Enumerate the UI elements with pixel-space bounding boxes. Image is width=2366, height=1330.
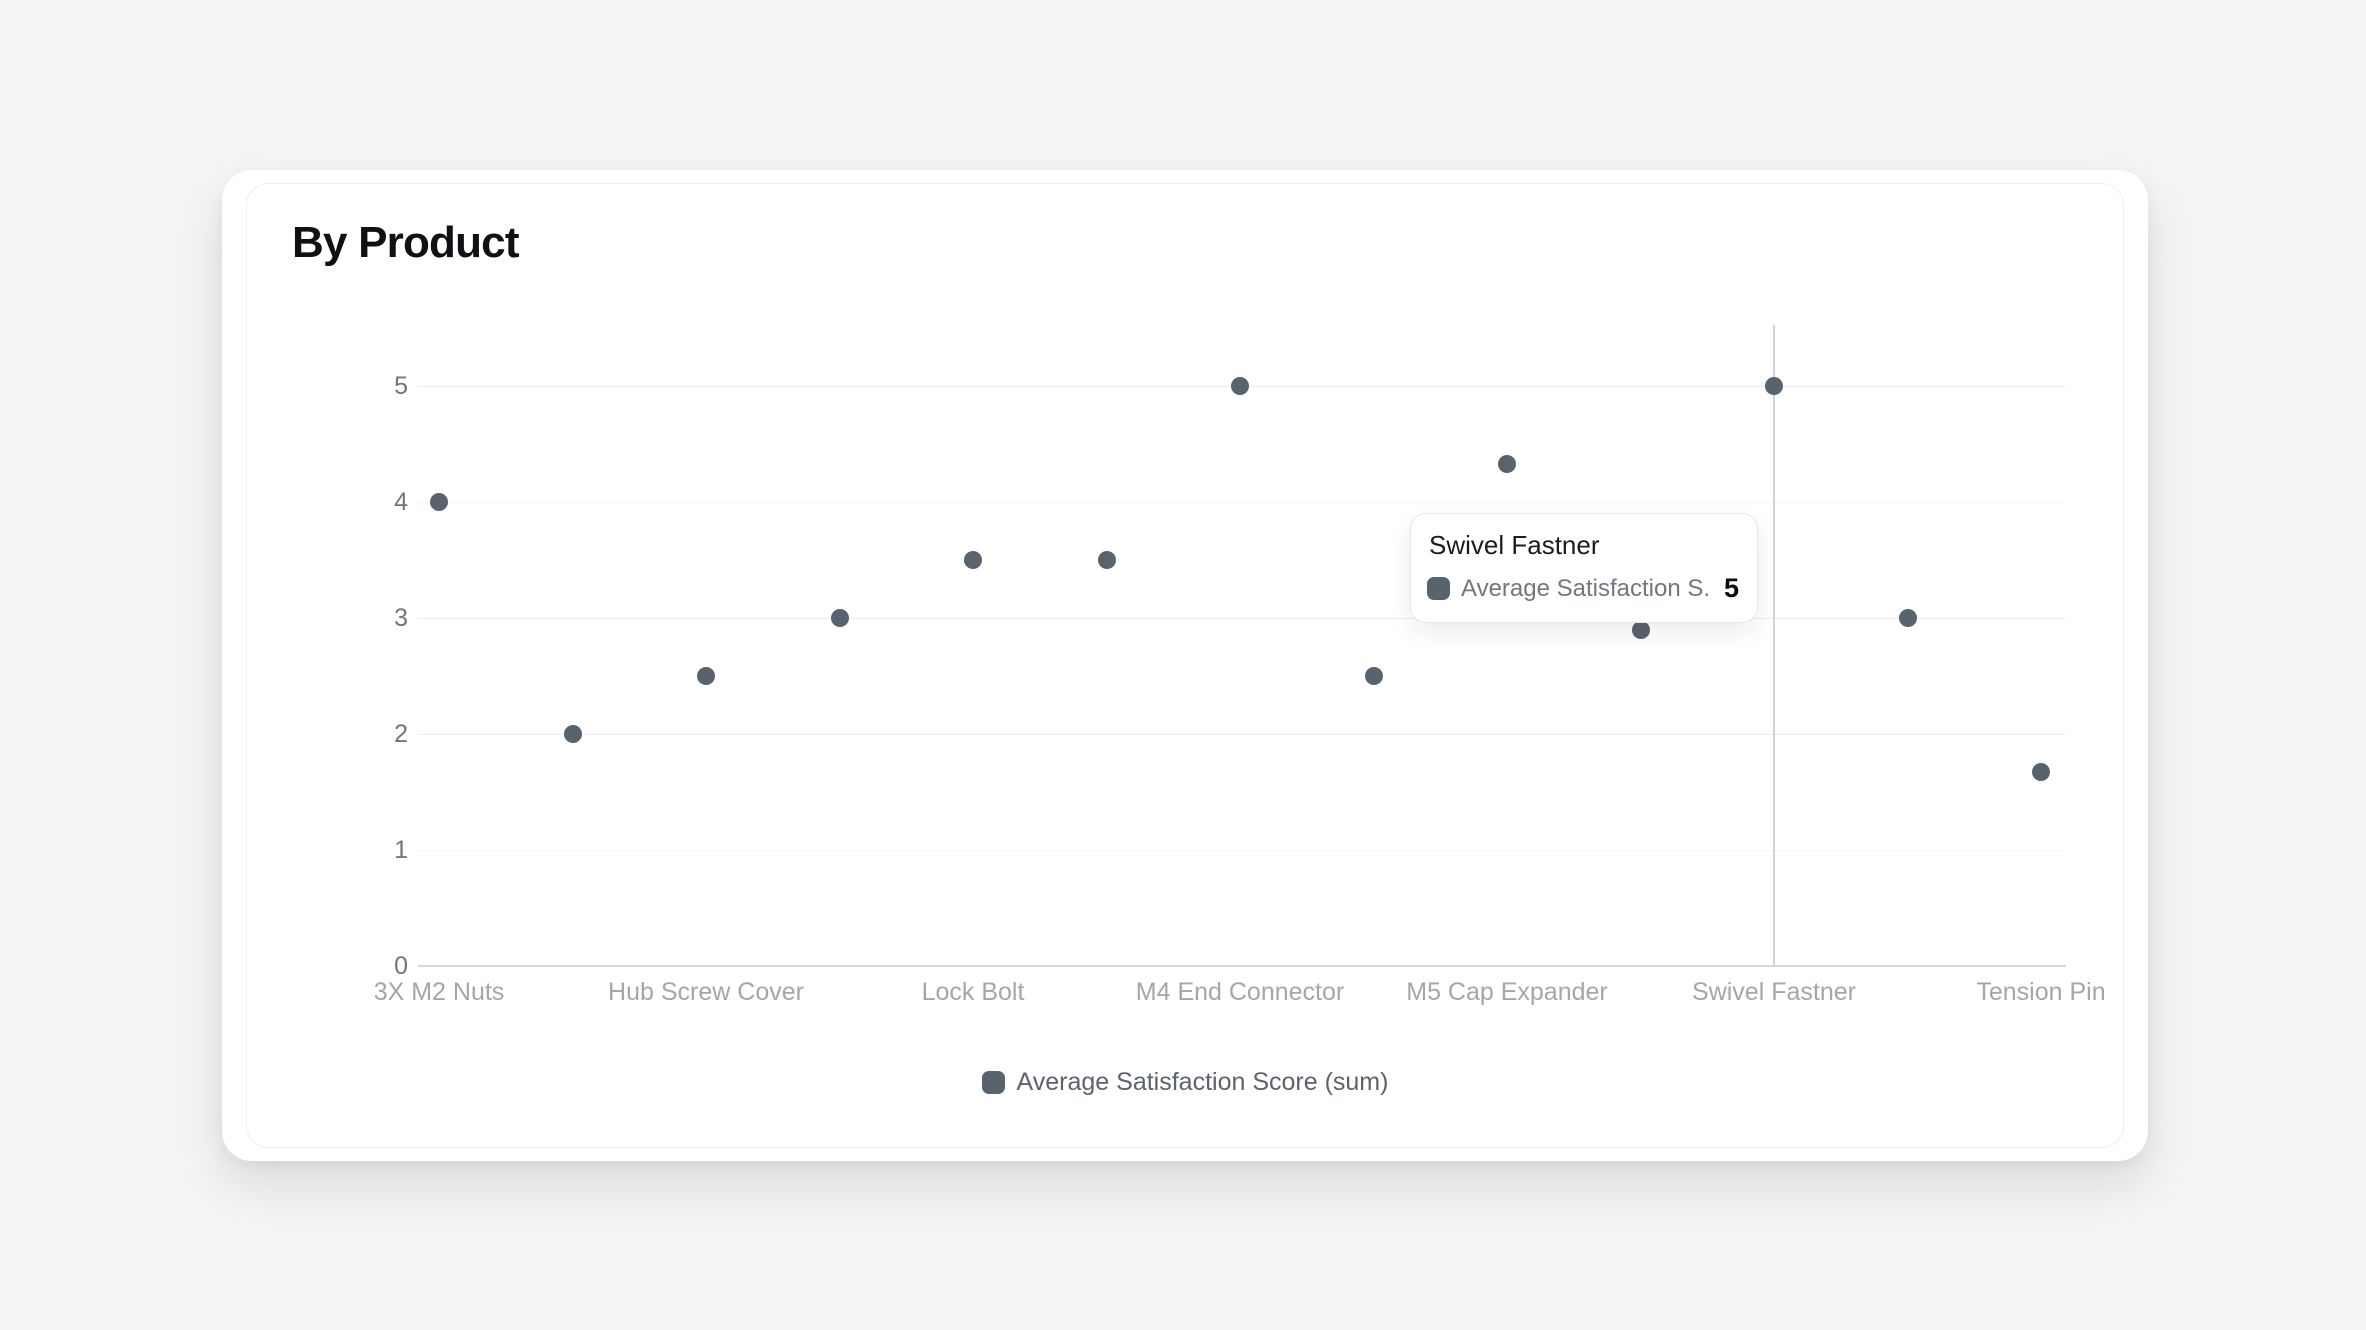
data-point[interactable] — [1498, 454, 1516, 473]
data-point[interactable] — [1364, 667, 1383, 685]
data-point[interactable] — [964, 551, 982, 569]
chart-legend[interactable]: Average Satisfaction Score (sum) — [222, 1066, 2148, 1098]
x-axis-tick-label: Tension Pin — [1976, 978, 2106, 1006]
x-axis-tick-label: Lock Bolt — [921, 978, 1025, 1006]
gridline-y-4 — [418, 502, 2066, 503]
data-point[interactable] — [830, 609, 849, 627]
chart-tooltip: Swivel Fastner Average Satisfaction S...… — [1410, 513, 1758, 623]
data-point[interactable] — [1765, 377, 1783, 395]
tooltip-value: 5 — [1723, 573, 1739, 603]
x-axis-line — [418, 965, 2066, 967]
x-axis-tick-label: Hub Screw Cover — [608, 978, 804, 1006]
legend-series-label: Average Satisfaction Score (sum) — [1016, 1068, 1389, 1096]
x-axis-tick-label: 3X M2 Nuts — [373, 978, 505, 1006]
chart-card: By Product — [222, 170, 2148, 1161]
data-point[interactable] — [1631, 620, 1650, 639]
y-axis-tick-label: 5 — [394, 372, 408, 400]
y-axis-tick-label: 3 — [394, 604, 408, 632]
data-point[interactable] — [563, 725, 582, 743]
tooltip-series-row: Average Satisfaction S... 5 — [1427, 573, 1739, 604]
y-axis-tick-label: 1 — [394, 836, 408, 864]
y-axis-tick-label: 4 — [394, 488, 408, 516]
y-axis-tick-label: 0 — [394, 952, 408, 980]
x-axis-tick-label: M5 Cap Expander — [1406, 978, 1608, 1006]
chart-title: By Product — [292, 218, 520, 267]
gridline-y-1 — [418, 850, 2066, 851]
data-point[interactable] — [697, 667, 715, 685]
data-point[interactable] — [2032, 763, 2050, 782]
data-point[interactable] — [1231, 377, 1249, 395]
x-axis-tick-label: Swivel Fastner — [1692, 978, 1856, 1006]
data-point[interactable] — [1898, 609, 1917, 627]
tooltip-series-label: Average Satisfaction S... — [1461, 574, 1712, 602]
legend-swatch-icon — [981, 1070, 1005, 1094]
gridline-y-2 — [418, 734, 2066, 735]
y-axis-tick-label: 2 — [394, 720, 408, 748]
hover-crosshair-line — [1773, 325, 1775, 966]
tooltip-title: Swivel Fastner — [1429, 530, 1600, 560]
data-point[interactable] — [430, 493, 448, 511]
x-axis-tick-label: M4 End Connector — [1135, 978, 1345, 1006]
tooltip-series-swatch-icon — [1427, 577, 1450, 600]
data-point[interactable] — [1097, 551, 1116, 569]
gridline-y-3 — [418, 618, 2066, 619]
